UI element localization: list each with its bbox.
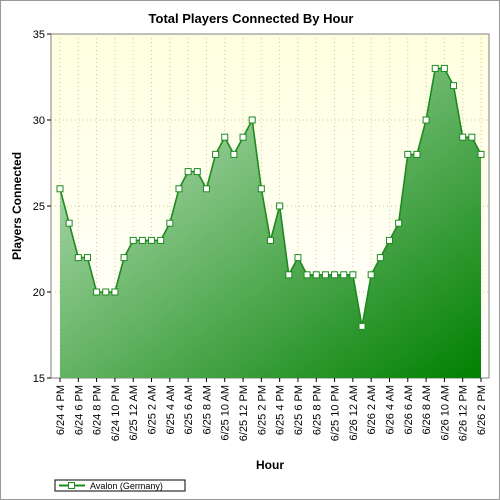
data-point (257, 185, 265, 193)
y-tick-label: 35 (33, 29, 45, 41)
series-area (56, 64, 485, 379)
data-point (56, 185, 64, 193)
data-point (404, 150, 412, 158)
data-point (93, 288, 101, 296)
data-point (422, 116, 430, 124)
data-point (65, 219, 73, 227)
data-point (367, 271, 375, 279)
data-point (450, 82, 458, 90)
data-point (166, 219, 174, 227)
legend-marker (68, 482, 75, 489)
data-point (83, 254, 91, 262)
data-point (138, 236, 146, 244)
data-point (221, 133, 229, 141)
x-tick-label: 6/26 8 AM (421, 385, 433, 435)
x-tick-label: 6/25 10 AM (220, 385, 232, 441)
data-point (294, 254, 302, 262)
data-point (202, 185, 210, 193)
data-point (102, 288, 110, 296)
x-tick-label: 6/26 10 AM (439, 385, 451, 441)
data-point (212, 150, 220, 158)
data-point (175, 185, 183, 193)
x-tick-label: 6/25 8 AM (201, 385, 213, 435)
x-tick-label: 6/25 4 PM (275, 385, 287, 435)
data-point (276, 202, 284, 210)
data-point (111, 288, 119, 296)
x-tick-label: 6/25 12 PM (238, 385, 250, 441)
legend-box (54, 479, 186, 492)
y-tick-label: 20 (33, 287, 45, 299)
x-axis: 6/24 4 PM 6/24 6 PM 6/24 8 PM 6/24 10 PM 6/2… (55, 378, 488, 441)
data-point (413, 150, 421, 158)
x-tick-label: 6/26 2 PM (476, 385, 488, 435)
x-tick-label: 6/24 4 PM (55, 385, 67, 435)
legend: Avalon (Germany) (54, 479, 186, 492)
data-point (230, 150, 238, 158)
data-point (285, 271, 293, 279)
x-tick-label: 6/25 2 AM (147, 385, 159, 435)
data-point (239, 133, 247, 141)
data-point (385, 236, 393, 244)
data-point (477, 150, 485, 158)
x-tick-label: 6/25 6 PM (293, 385, 305, 435)
x-tick-label: 6/25 2 PM (256, 385, 268, 435)
data-point (431, 64, 439, 72)
data-point (376, 254, 384, 262)
chart-title: Total Players Connected By Hour (149, 11, 354, 26)
x-axis-title: Hour (256, 458, 284, 472)
x-tick-label: 6/25 12 AM (128, 385, 140, 441)
data-point (349, 271, 357, 279)
data-point (157, 236, 165, 244)
x-tick-label: 6/26 4 AM (384, 385, 396, 435)
data-point (459, 133, 467, 141)
x-tick-label: 6/24 6 PM (73, 385, 85, 435)
data-point (120, 254, 128, 262)
data-point (331, 271, 339, 279)
data-point (303, 271, 311, 279)
data-point (184, 168, 192, 176)
y-tick-label: 15 (33, 373, 45, 385)
x-tick-label: 6/25 10 PM (330, 385, 342, 441)
y-axis-title: Players Connected (10, 152, 24, 260)
legend-label: Avalon (Germany) (90, 481, 163, 491)
y-tick-label: 25 (33, 201, 45, 213)
area-fill (60, 68, 481, 379)
x-tick-label: 6/26 12 AM (348, 385, 360, 441)
data-point (74, 254, 82, 262)
x-tick-label: 6/24 8 PM (92, 385, 104, 435)
data-point (395, 219, 403, 227)
data-point (193, 168, 201, 176)
data-point (340, 271, 348, 279)
data-point (358, 322, 366, 330)
x-tick-label: 6/26 2 AM (366, 385, 378, 435)
x-tick-label: 6/24 10 PM (110, 385, 122, 441)
data-point (248, 116, 256, 124)
x-tick-label: 6/26 12 PM (458, 385, 470, 441)
data-point (129, 236, 137, 244)
y-tick-label: 30 (33, 115, 45, 127)
x-tick-label: 6/25 8 PM (311, 385, 323, 435)
data-point (440, 64, 448, 72)
data-point (321, 271, 329, 279)
x-tick-label: 6/26 6 AM (403, 385, 415, 435)
data-point (312, 271, 320, 279)
x-tick-label: 6/25 6 AM (183, 385, 195, 435)
x-tick-label: 6/25 4 AM (165, 385, 177, 435)
data-point (148, 236, 156, 244)
data-point (468, 133, 476, 141)
y-axis: 15 20 25 30 35 (33, 29, 51, 385)
data-point (267, 236, 274, 244)
